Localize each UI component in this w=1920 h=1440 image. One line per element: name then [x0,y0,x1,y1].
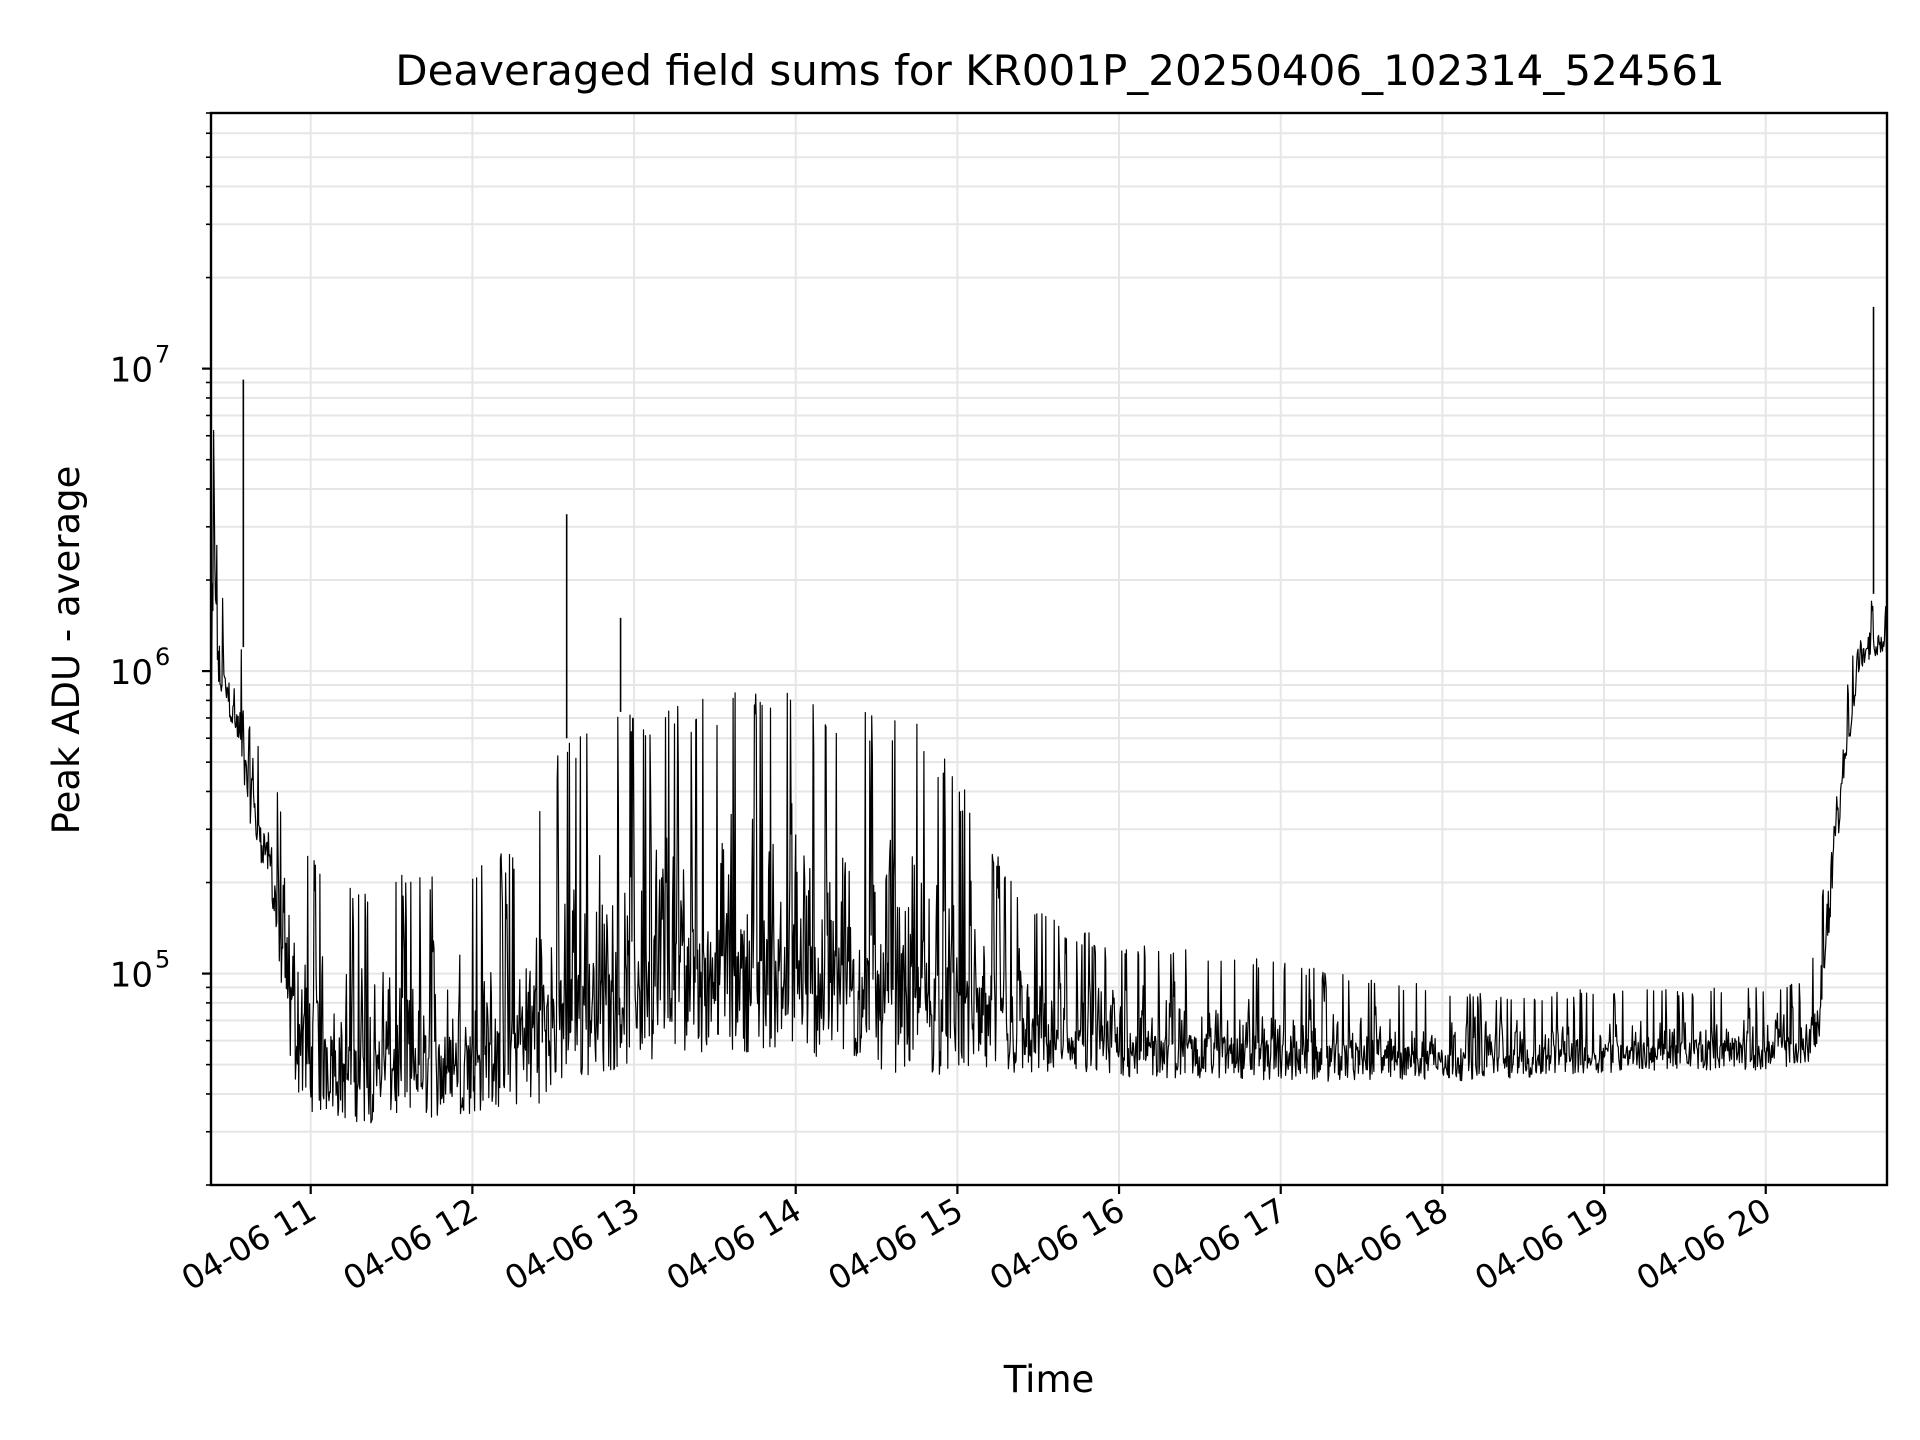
y-tick-label: 10 [110,956,153,996]
y-tick-label-exponent: 6 [155,643,170,671]
y-tick-label-exponent: 5 [155,946,170,974]
x-axis-label: Time [1003,1358,1095,1401]
plot-frame [209,111,1889,1187]
y-axis-label: Peak ADU - average [45,466,88,835]
y-tick-label: 10 [110,351,153,391]
y-tick-label: 10 [110,653,153,693]
series-path [210,429,1888,1124]
y-tick-label-exponent: 7 [155,341,170,369]
chart-title: Deaveraged field sums for KR001P_2025040… [395,46,1725,95]
